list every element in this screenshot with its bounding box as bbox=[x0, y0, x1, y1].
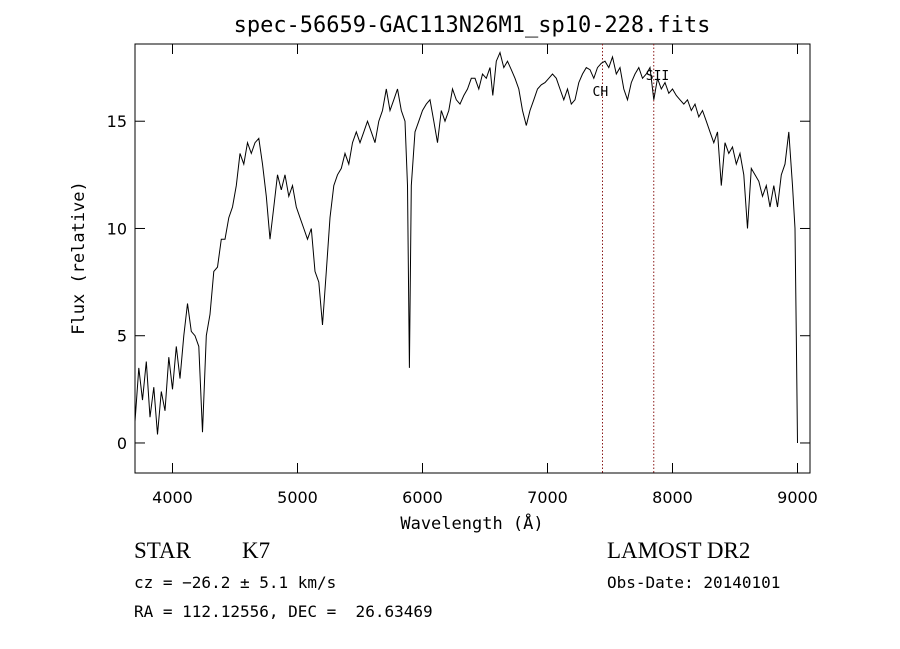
spectrum-line bbox=[134, 51, 798, 444]
y-axis-label: Flux (relative) bbox=[69, 181, 89, 335]
obs-date-text: Obs-Date: 20140101 bbox=[607, 573, 781, 592]
redshift-text: cz = −26.2 ± 5.1 km/s bbox=[134, 573, 337, 592]
object-subclass: K7 bbox=[242, 538, 271, 563]
marker-label: SII bbox=[646, 69, 669, 84]
y-tick-label: 5 bbox=[117, 327, 127, 346]
line-markers: CH SII bbox=[593, 44, 669, 473]
x-tick-label: 9000 bbox=[777, 488, 818, 507]
plot-frame bbox=[134, 43, 811, 474]
chart-title: spec-56659-GAC113N26M1_sp10-228.fits bbox=[234, 13, 711, 38]
y-tick-label: 0 bbox=[117, 434, 127, 453]
x-axis-label: Wavelength (Å) bbox=[400, 512, 543, 534]
x-tick-label: 5000 bbox=[277, 488, 318, 507]
x-tick-label: 6000 bbox=[402, 488, 443, 507]
x-tick-label: 8000 bbox=[652, 488, 693, 507]
object-class: STAR bbox=[134, 538, 191, 563]
coordinates-text: RA = 112.12556, DEC = 26.63469 bbox=[134, 602, 433, 621]
x-tick-label: 4000 bbox=[152, 488, 193, 507]
survey-name: LAMOST DR2 bbox=[607, 538, 751, 563]
y-tick-label: 10 bbox=[107, 219, 127, 238]
y-axis-ticks: 0 5 10 15 bbox=[107, 112, 810, 453]
y-tick-label: 15 bbox=[107, 112, 127, 131]
x-tick-label: 7000 bbox=[527, 488, 568, 507]
x-axis-ticks: 4000 5000 6000 7000 8000 9000 bbox=[152, 44, 818, 507]
marker-label: CH bbox=[593, 85, 609, 100]
